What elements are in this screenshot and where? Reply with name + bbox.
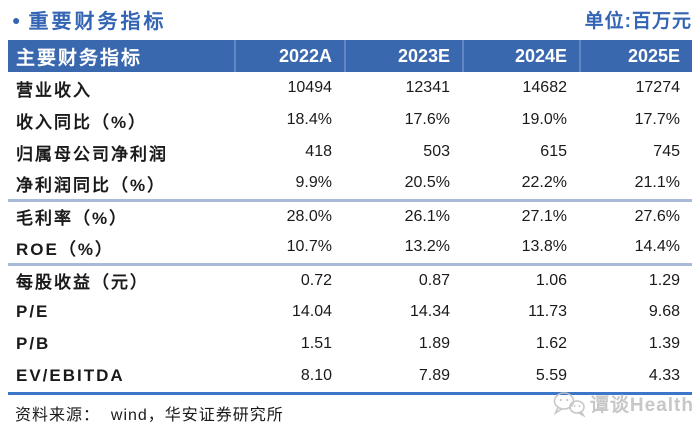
- table-row: EV/EBITDA 8.10 7.89 5.59 4.33: [8, 360, 692, 392]
- financial-table-container: 主要财务指标 2022A 2023E 2024E 2025E 营业收入 10494…: [8, 40, 692, 395]
- row-label: 每股收益（元）: [16, 273, 149, 293]
- unit-label: 单位:百万元: [584, 11, 692, 32]
- row-value: 418: [234, 136, 345, 168]
- row-value: 17.7%: [579, 104, 692, 136]
- row-label: 营业收入: [16, 80, 92, 100]
- row-value: 14.34: [344, 296, 463, 328]
- table-row: ROE（%） 10.7% 13.2% 13.8% 14.4%: [8, 232, 692, 266]
- row-value: 615: [462, 136, 580, 168]
- row-value: 12341: [344, 72, 463, 104]
- row-value: 14.4%: [579, 232, 692, 266]
- table-row: P/B 1.51 1.89 1.62 1.39: [8, 328, 692, 360]
- row-label: 毛利率（%）: [16, 209, 129, 229]
- row-value: 13.2%: [344, 232, 463, 266]
- financial-table: 主要财务指标 2022A 2023E 2024E 2025E 营业收入 10494…: [8, 40, 692, 392]
- table-row: 收入同比（%） 18.4% 17.6% 19.0% 17.7%: [8, 104, 692, 136]
- row-value: 26.1%: [344, 200, 463, 232]
- row-value: 745: [579, 136, 692, 168]
- table-row: 净利润同比（%） 9.9% 20.5% 22.2% 21.1%: [8, 168, 692, 202]
- row-value: 20.5%: [344, 168, 463, 202]
- table-row: P/E 14.04 14.34 11.73 9.68: [8, 296, 692, 328]
- row-value: 9.68: [579, 296, 692, 328]
- table-body: 营业收入 10494 12341 14682 17274 收入同比（%） 18.4% 17.6…: [8, 72, 692, 392]
- row-value: 0.72: [234, 264, 345, 296]
- row-value: 4.33: [579, 360, 692, 392]
- row-value: 9.9%: [234, 168, 345, 202]
- row-label: 收入同比（%）: [16, 112, 148, 132]
- row-value: 14.04: [234, 296, 345, 328]
- row-value: 10.7%: [234, 232, 345, 266]
- row-value: 17.6%: [344, 104, 463, 136]
- title-bar: ● 重要财务指标 单位:百万元: [0, 0, 700, 34]
- header-cell-2023e: 2023E: [344, 40, 463, 72]
- row-label: 归属母公司净利润: [16, 144, 168, 164]
- row-value: 10494: [234, 72, 345, 104]
- row-value: 8.10: [234, 360, 345, 392]
- page-title: ● 重要财务指标: [12, 5, 166, 34]
- row-value: 21.1%: [579, 168, 692, 202]
- table-row: 毛利率（%） 28.0% 26.1% 27.1% 27.6%: [8, 200, 692, 232]
- header-cell-2022a: 2022A: [234, 40, 345, 72]
- bullet-icon: ●: [12, 11, 21, 28]
- row-value: 27.6%: [579, 200, 692, 232]
- table-row: 每股收益（元） 0.72 0.87 1.06 1.29: [8, 264, 692, 296]
- row-label: ROE（%）: [8, 232, 235, 266]
- row-value: 1.62: [462, 328, 580, 360]
- row-label: P/B: [16, 334, 51, 353]
- row-value: 1.29: [579, 264, 692, 296]
- table-header-row: 主要财务指标 2022A 2023E 2024E 2025E: [8, 40, 692, 72]
- row-value: 1.39: [579, 328, 692, 360]
- row-label: EV/EBITDA: [16, 366, 125, 385]
- row-value: 503: [344, 136, 463, 168]
- row-value: 22.2%: [462, 168, 580, 202]
- row-value: 18.4%: [234, 104, 345, 136]
- header-cell-2024e: 2024E: [462, 40, 580, 72]
- table-row: 营业收入 10494 12341 14682 17274: [8, 72, 692, 104]
- source-label: 资料来源： wind，华安证券研究所: [15, 407, 284, 424]
- row-value: 17274: [579, 72, 692, 104]
- row-value: 13.8%: [462, 232, 580, 266]
- row-value: 1.89: [344, 328, 463, 360]
- row-value: 19.0%: [462, 104, 580, 136]
- row-value: 1.06: [462, 264, 580, 296]
- table-row: 归属母公司净利润 418 503 615 745: [8, 136, 692, 168]
- row-value: 7.89: [344, 360, 463, 392]
- row-value: 28.0%: [234, 200, 345, 232]
- header-cell-indicator: 主要财务指标: [8, 40, 235, 72]
- row-value: 14682: [462, 72, 580, 104]
- row-value: 27.1%: [462, 200, 580, 232]
- row-label: P/E: [16, 302, 50, 321]
- page-title-text: 重要财务指标: [28, 11, 167, 33]
- row-value: 11.73: [462, 296, 580, 328]
- row-value: 5.59: [462, 360, 580, 392]
- row-value: 0.87: [344, 264, 463, 296]
- header-cell-2025e: 2025E: [579, 40, 692, 72]
- row-label: 净利润同比（%）: [8, 168, 235, 202]
- row-value: 1.51: [234, 328, 345, 360]
